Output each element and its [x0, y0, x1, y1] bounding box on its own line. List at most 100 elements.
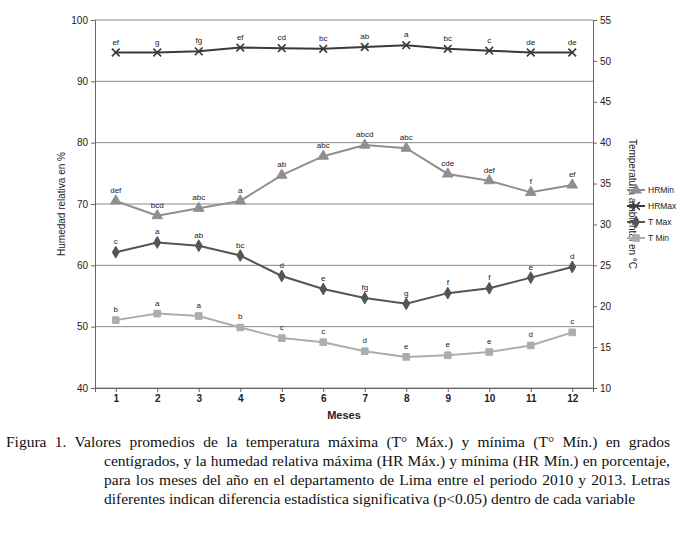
significance-letter: b: [238, 312, 243, 321]
legend-item: T Max: [627, 216, 672, 228]
x-tick-label: 5: [279, 393, 285, 404]
y2-tick-mark: [593, 347, 597, 348]
y-tick-label: 60: [77, 260, 89, 271]
point: [359, 139, 370, 148]
y2-tick-mark: [593, 265, 597, 266]
point: [195, 47, 203, 55]
y-tick: 60: [77, 260, 95, 271]
x-tick-mark: [199, 388, 200, 392]
significance-letter: c: [280, 323, 284, 332]
y2-tick: 40: [593, 137, 612, 148]
y2-axis-title: Temperatura ambiental en °C: [627, 139, 638, 269]
x-tick-mark: [240, 388, 241, 392]
legend-symbol: [633, 216, 640, 228]
point: [486, 282, 493, 294]
point: [403, 354, 410, 361]
x-tick: 4: [238, 388, 244, 404]
legend-item: T Min: [627, 233, 669, 243]
point: [320, 283, 327, 295]
point: [568, 49, 576, 57]
significance-letter: a: [238, 186, 243, 195]
y-tick-mark: [91, 204, 95, 205]
point: [401, 142, 412, 151]
legend-label: HRMin: [648, 185, 674, 195]
significance-letter: a: [155, 299, 160, 308]
point: [361, 348, 368, 355]
x-tick-mark: [448, 388, 449, 392]
y-tick: 70: [77, 199, 95, 210]
point: [195, 240, 202, 252]
legend-symbol: [632, 202, 640, 210]
y-tick-mark: [91, 143, 95, 144]
x-tick: 1: [113, 388, 119, 404]
point: [237, 250, 244, 262]
x-tick-label: 11: [526, 393, 537, 404]
x-tick-mark: [282, 388, 283, 392]
y2-tick: 50: [593, 56, 612, 67]
significance-letter: d: [280, 261, 284, 270]
y-tick-mark: [91, 388, 95, 389]
y2-tick-mark: [593, 143, 597, 144]
point: [486, 349, 493, 356]
legend-label: T Max: [648, 217, 672, 227]
point: [153, 49, 161, 57]
y-tick-label: 40: [77, 383, 89, 394]
y2-tick-mark: [593, 102, 597, 103]
significance-letter: a: [197, 301, 202, 310]
legend-symbol: [631, 184, 642, 193]
significance-letter: bcd: [151, 201, 164, 210]
x-tick: 8: [404, 388, 410, 404]
series: [112, 41, 576, 56]
x-tick-label: 12: [567, 393, 579, 404]
x-tick-label: 4: [238, 393, 244, 404]
y-axis-line: [91, 21, 96, 389]
x-tick-mark: [116, 388, 117, 392]
significance-letter: bc: [319, 34, 327, 43]
y2-tick: 55: [593, 15, 612, 26]
significance-letter: c: [570, 317, 574, 326]
y2-tick-mark: [593, 224, 597, 225]
significance-letter: f: [530, 177, 533, 186]
significance-letter: ef: [569, 170, 576, 179]
y2-tick: 45: [593, 96, 612, 107]
point: [319, 45, 327, 53]
x-tick-label: 3: [196, 393, 202, 404]
point: [278, 335, 285, 342]
y-tick: 90: [77, 76, 95, 87]
point: [444, 287, 451, 299]
significance-letter: e: [404, 342, 409, 351]
y2-tick: 25: [593, 260, 612, 271]
significance-letter: a: [155, 227, 160, 236]
significance-letter: def: [110, 186, 122, 195]
grid-line: [95, 81, 593, 82]
y-tick-label: 80: [77, 137, 89, 148]
y-tick-mark: [91, 265, 95, 266]
y2-tick: 35: [593, 178, 612, 189]
significance-letter: ab: [277, 160, 286, 169]
legend-item: HRMax: [627, 201, 677, 211]
grid-line: [95, 204, 593, 205]
significance-letter: abc: [192, 193, 205, 202]
x-tick-mark: [323, 388, 324, 392]
y-tick-mark: [91, 327, 95, 328]
y2-tick: 10: [593, 383, 612, 394]
point: [527, 342, 534, 349]
y2-tick-mark: [593, 184, 597, 185]
point: [527, 272, 534, 284]
point: [484, 175, 495, 184]
point: [567, 179, 578, 188]
y2-tick-label: 55: [600, 15, 612, 26]
significance-letter: e: [446, 340, 451, 349]
y-axis: 405060708090100: [71, 15, 95, 394]
significance-letter: d: [363, 336, 367, 345]
y-tick-mark: [91, 20, 95, 21]
y2-tick-label: 40: [600, 137, 612, 148]
point: [444, 352, 451, 359]
point: [403, 298, 410, 310]
significance-letter: abc: [400, 133, 413, 142]
x-tick: 9: [445, 388, 451, 404]
point: [154, 237, 161, 249]
y-tick: 100: [71, 15, 95, 26]
point: [236, 44, 244, 52]
y-tick: 40: [77, 383, 95, 394]
